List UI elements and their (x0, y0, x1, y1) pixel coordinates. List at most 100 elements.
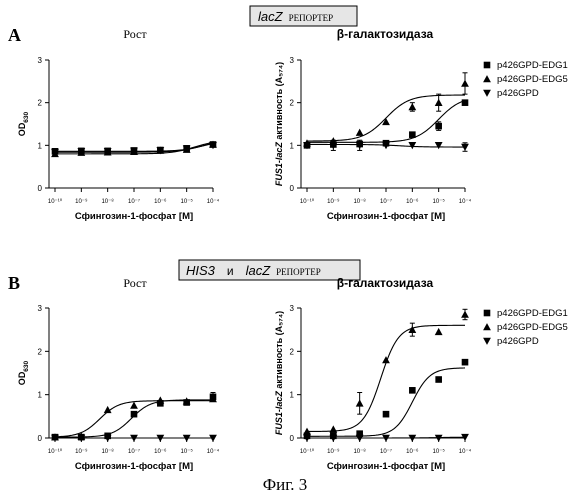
x-tick-label: 10⁻⁴ (459, 448, 472, 455)
x-tick-label: 10⁻⁹ (75, 198, 88, 205)
data-point (382, 118, 390, 125)
x-tick-label: 10⁻⁷ (128, 448, 140, 455)
legend-label: p426GPD-EDG5 (497, 322, 568, 333)
x-tick-label: 10⁻⁶ (406, 448, 419, 455)
y-tick-label: 1 (38, 391, 43, 400)
data-point (408, 103, 416, 110)
figure-caption: Фиг. 3 (263, 475, 308, 494)
y-axis-label-main: OD (17, 371, 27, 385)
data-point (409, 131, 416, 138)
y-tick-label: 3 (290, 304, 295, 313)
x-tick-label: 10⁻⁴ (459, 198, 472, 205)
y-tick-label: 2 (38, 347, 43, 356)
reporter-join-b: и (227, 264, 234, 278)
x-tick-label: 10⁻⁶ (406, 198, 419, 205)
y-tick-label: 3 (38, 56, 43, 65)
x-tick-label: 10⁻⁸ (101, 448, 114, 455)
x-tick-label: 10⁻⁷ (380, 448, 392, 455)
data-point (435, 99, 443, 106)
x-tick-label: 10⁻⁶ (154, 448, 167, 455)
x-tick-label: 10⁻¹⁰ (48, 448, 63, 455)
y-axis-label-sub: 630 (23, 111, 30, 122)
y-axis-label-main: OD (17, 122, 27, 136)
x-axis-label: Сфингозин-1-фосфат [M] (75, 211, 193, 222)
data-point (461, 80, 469, 87)
data-point (409, 387, 416, 394)
x-tick-label: 10⁻⁶ (154, 198, 167, 205)
data-point (462, 359, 469, 366)
legend-marker (483, 323, 491, 330)
x-tick-label: 10⁻⁸ (353, 448, 366, 455)
legend-label: p426GPD-EDG5 (497, 74, 568, 85)
x-tick-label: 10⁻⁹ (327, 448, 340, 455)
reporter-suffix-b: РЕПОРТЕР (276, 267, 321, 277)
data-point (156, 396, 164, 403)
y-axis-label-main: FUS1-lacZ (274, 142, 284, 187)
chart-title: Рост (123, 27, 147, 41)
y-tick-label: 0 (290, 434, 295, 443)
x-tick-label: 10⁻⁷ (380, 198, 392, 205)
data-point (383, 411, 390, 418)
chart-b-galactosidase: β-галактозидаза012310⁻¹⁰10⁻⁹10⁻⁸10⁻⁷10⁻⁶… (274, 276, 568, 472)
y-axis-label-main: FUS1-lacZ (274, 391, 284, 436)
data-point (356, 399, 364, 406)
y-axis-label: OD630 (17, 111, 30, 136)
legend-marker (483, 338, 491, 345)
chart-a-galactosidase: β-галактозидаза 0 1 2 3 10⁻¹⁰ 10⁻⁹ 10⁻⁸ 10⁻⁷ 10⁻⁶… (274, 27, 568, 222)
y-tick-label: 2 (290, 99, 295, 108)
x-axis-label: Сфингозин-1-фосфат [M] (327, 211, 445, 222)
reporter-box-b: HIS3 и lacZ РЕПОРТЕР (179, 260, 360, 280)
panel-label-a: A (8, 25, 21, 45)
x-tick-label: 10⁻¹⁰ (300, 448, 315, 455)
chart-b-growth: Рост012310⁻¹⁰10⁻⁹10⁻⁸10⁻⁷10⁻⁶10⁻⁵10⁻⁴Сфи… (17, 276, 220, 472)
legend-marker (484, 62, 491, 69)
x-tick-label: 10⁻¹⁰ (300, 198, 315, 205)
reporter-box-a: lacZ РЕПОРТЕР (250, 6, 357, 26)
x-tick-label: 10⁻¹⁰ (48, 198, 63, 205)
legend-label: p426GPD-EDG1 (497, 308, 568, 319)
chart-a-growth: Рост012310⁻¹⁰10⁻⁹10⁻⁸10⁻⁷10⁻⁶10⁻⁵10⁻⁴Сфи… (17, 27, 220, 222)
reporter-gene-b1: HIS3 (186, 263, 216, 278)
x-axis-label: Сфингозин-1-фосфат [M] (75, 461, 193, 472)
x-tick-label: 10⁻⁸ (353, 198, 366, 205)
y-axis-label: FUS1-lacZ активность (A₅₇₄) (274, 311, 284, 435)
data-point (408, 142, 416, 149)
y-tick-label: 0 (38, 184, 43, 193)
data-point (356, 129, 364, 136)
y-axis-label: OD630 (17, 360, 30, 385)
reporter-suffix-a: РЕПОРТЕР (289, 13, 334, 23)
legend-marker (483, 90, 491, 97)
y-axis-label: FUS1-lacZ активность (A₅₇₄) (274, 62, 284, 186)
y-tick-label: 0 (38, 434, 43, 443)
x-axis-label: Сфингозин-1-фосфат [M] (327, 461, 445, 472)
y-axis-label-sub: 630 (23, 360, 30, 371)
y-tick-label: 3 (290, 56, 295, 65)
chart-title: Рост (123, 276, 147, 290)
y-tick-label: 0 (290, 184, 295, 193)
x-tick-label: 10⁻⁹ (327, 198, 340, 205)
x-tick-label: 10⁻⁴ (207, 198, 220, 205)
data-point (435, 123, 442, 130)
legend-label: p426GPD-EDG1 (497, 60, 568, 71)
reporter-gene-a: lacZ (258, 9, 284, 24)
legend-marker (484, 310, 491, 317)
legend-label: p426GPD (497, 88, 539, 99)
y-tick-label: 2 (290, 347, 295, 356)
reporter-gene-b2: lacZ (246, 263, 272, 278)
legend-marker (483, 75, 491, 82)
y-tick-label: 3 (38, 304, 43, 313)
x-tick-label: 10⁻⁷ (128, 198, 140, 205)
data-point (435, 328, 443, 335)
y-axis-label-rest: активность (A₅₇₄) (274, 311, 284, 391)
x-tick-label: 10⁻⁵ (433, 198, 446, 205)
chart-title: β-галактозидаза (337, 27, 434, 41)
y-tick-label: 1 (290, 141, 295, 150)
data-point (462, 99, 469, 106)
x-tick-label: 10⁻⁵ (181, 198, 194, 205)
data-point (435, 142, 443, 149)
y-tick-label: 1 (290, 391, 295, 400)
y-tick-label: 2 (38, 99, 43, 108)
panel-label-b: B (8, 273, 20, 293)
legend-label: p426GPD (497, 336, 539, 347)
